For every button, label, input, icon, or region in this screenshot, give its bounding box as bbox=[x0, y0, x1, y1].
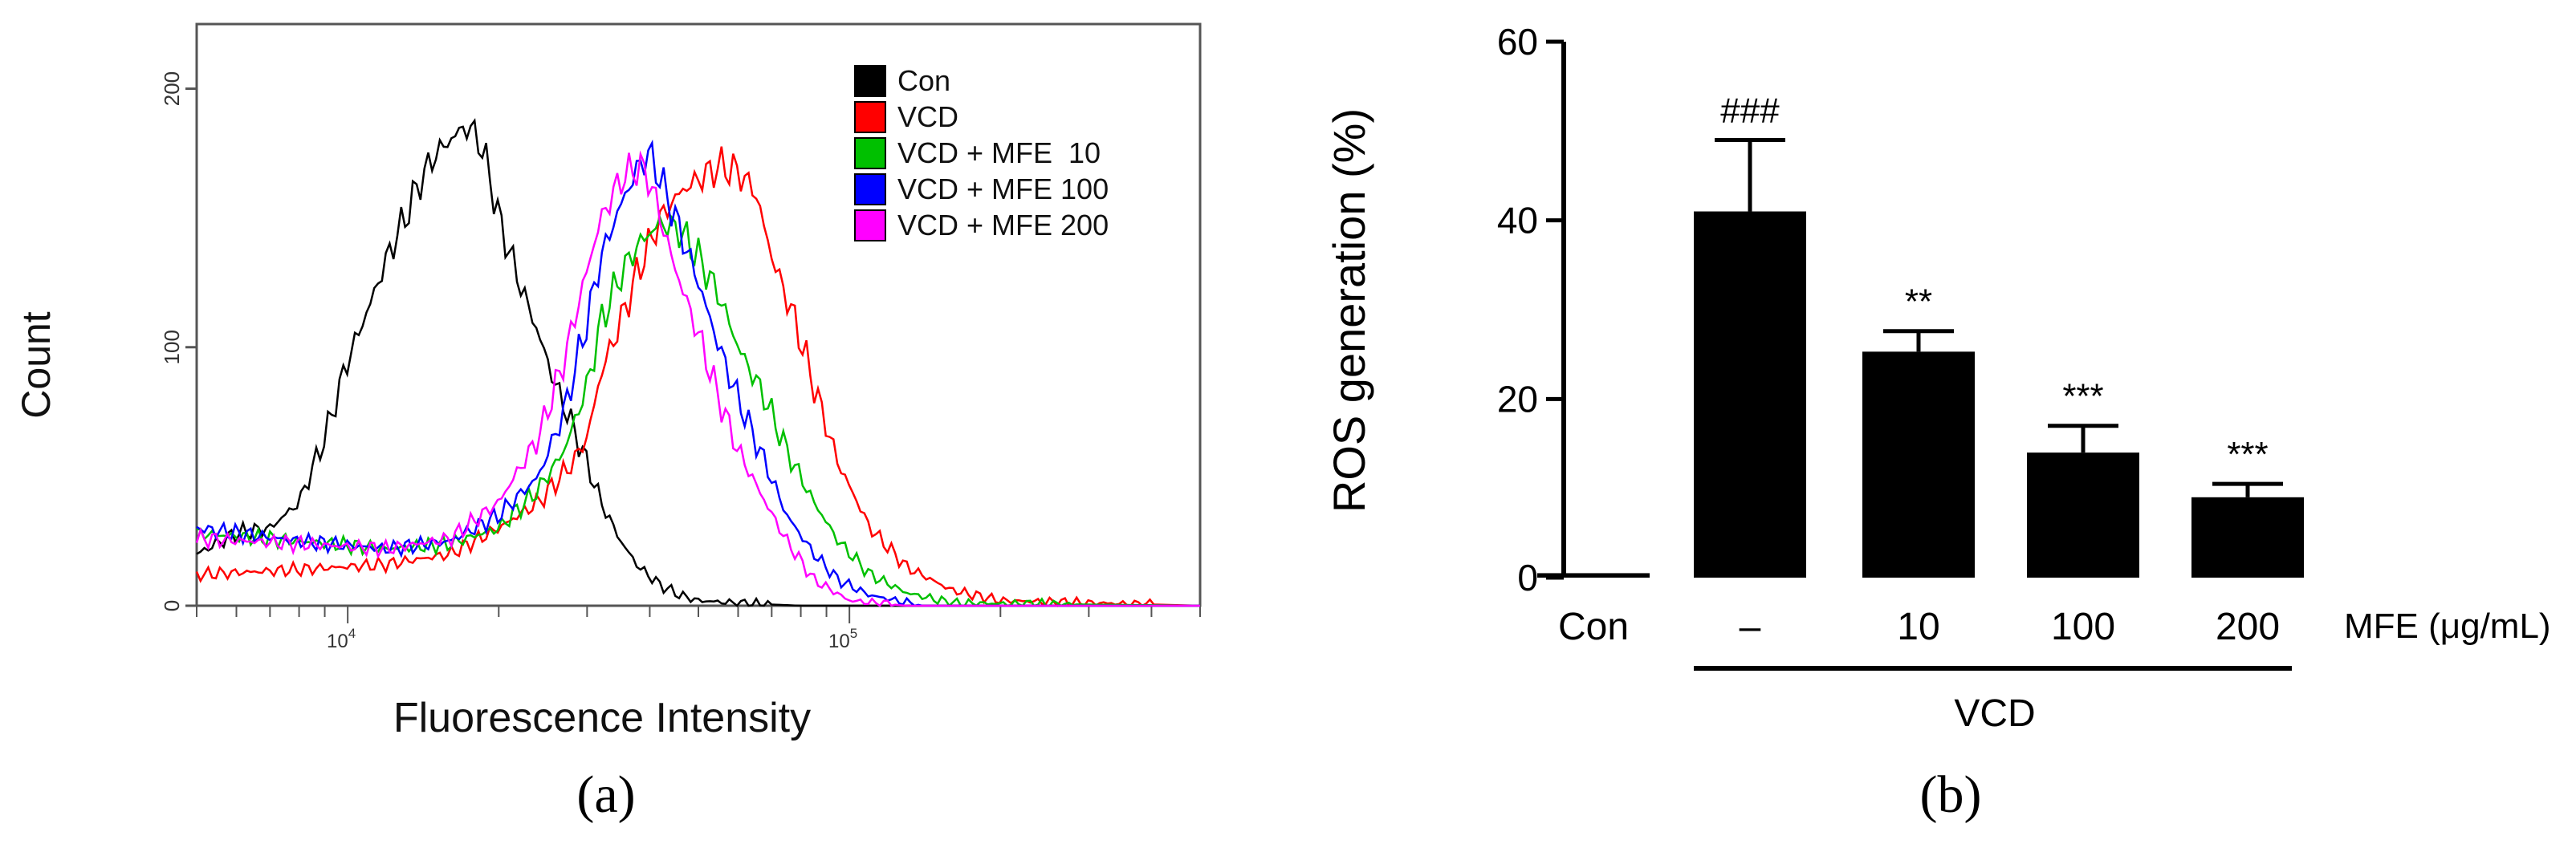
bar-x-axis-label: MFE (μg/mL) bbox=[2344, 607, 2551, 646]
panel-label-b: (b) bbox=[1920, 765, 1982, 824]
bar-y-tick-label: 60 bbox=[1497, 21, 1538, 63]
significance-label: ** bbox=[1905, 282, 1932, 322]
histogram-x-tick-label: 104 bbox=[327, 626, 356, 652]
histogram-x-axis-label: Fluorescence Intensity bbox=[393, 695, 811, 741]
histogram-frame bbox=[195, 22, 1202, 607]
bar-category-label: – bbox=[1740, 606, 1761, 648]
legend-swatch-mfe100 bbox=[854, 173, 886, 205]
bar-y-tick-label: 20 bbox=[1497, 378, 1538, 420]
bar-3 bbox=[1862, 351, 1975, 578]
histogram-y-axis-label: Count bbox=[14, 311, 59, 419]
histogram-y-tick-label: 0 bbox=[160, 600, 184, 611]
bar-category-label: Con bbox=[1558, 606, 1629, 648]
legend-swatch-con bbox=[854, 65, 886, 97]
bar-4 bbox=[2027, 452, 2139, 578]
bar-5 bbox=[2191, 497, 2304, 578]
vcd-group-label: VCD bbox=[1954, 692, 2035, 735]
significance-label: *** bbox=[2062, 377, 2103, 416]
legend-swatch-mfe200 bbox=[854, 209, 886, 241]
significance-label: *** bbox=[2227, 435, 2268, 474]
legend-label-mfe200: VCD + MFE 200 bbox=[897, 209, 1109, 241]
bar-2 bbox=[1694, 211, 1806, 578]
bar-category-label: 10 bbox=[1897, 606, 1939, 648]
bar-category-label: 100 bbox=[2051, 606, 2115, 648]
legend-label-con: Con bbox=[897, 64, 950, 97]
legend-label-mfe100: VCD + MFE 100 bbox=[897, 172, 1109, 205]
bar-category-label: 200 bbox=[2216, 606, 2280, 648]
panel-label-a: (a) bbox=[576, 765, 635, 824]
histogram-panel: 0 100 200 104 105 Count Fluorescence Intens… bbox=[14, 22, 1202, 824]
bar-y-axis-label: ROS generation (%) bbox=[1324, 108, 1374, 513]
histogram-x-tick-label: 105 bbox=[828, 626, 857, 652]
significance-label: ### bbox=[1720, 91, 1780, 130]
legend-swatch-mfe10 bbox=[854, 137, 886, 169]
bar-1 bbox=[1537, 573, 1650, 578]
histogram-y-tick-label: 100 bbox=[160, 330, 184, 364]
histogram-series-5 bbox=[195, 150, 1200, 607]
histogram-y-tick-label: 200 bbox=[160, 71, 184, 106]
histogram-legend: Con VCD VCD + MFE 10 VCD + MFE 100 VCD +… bbox=[854, 64, 1109, 241]
bar-y-tick-label: 0 bbox=[1517, 557, 1538, 599]
legend-swatch-vcd bbox=[854, 101, 886, 133]
bar-y-tick-label: 40 bbox=[1497, 200, 1538, 241]
histogram-series-2 bbox=[195, 146, 1201, 608]
legend-label-mfe10: VCD + MFE 10 bbox=[897, 136, 1101, 169]
legend-label-vcd: VCD bbox=[897, 100, 958, 133]
